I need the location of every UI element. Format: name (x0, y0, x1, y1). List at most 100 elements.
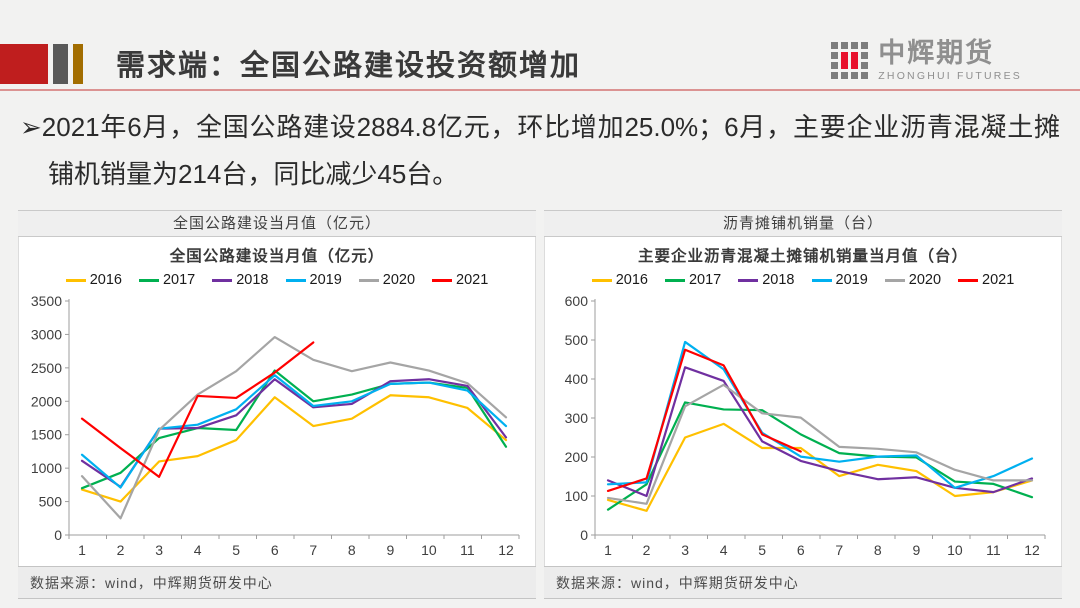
company-logo: 中辉期货 ZHONGHUI FUTURES (831, 40, 1022, 82)
legend-swatch-icon (738, 278, 759, 282)
svg-text:8: 8 (874, 542, 882, 558)
legend-swatch-icon (432, 278, 453, 282)
legend-item-2019: 2019 (811, 272, 868, 288)
bullet-arrow-icon: ➢ (20, 112, 42, 142)
svg-text:600: 600 (565, 293, 589, 309)
svg-text:2: 2 (643, 542, 651, 558)
panel-body-highway: 全国公路建设当月值（亿元） 2016 2017 2018 2019 2020 2021 0… (18, 237, 536, 566)
svg-text:8: 8 (348, 542, 356, 558)
legend-item-2016: 2016 (65, 272, 122, 288)
legend-item-2020: 2020 (884, 272, 942, 288)
panel-header-highway: 全国公路建设当月值（亿元） (18, 210, 536, 237)
svg-text:5: 5 (758, 542, 766, 558)
svg-text:2: 2 (117, 542, 125, 558)
legend-item-2020: 2020 (358, 272, 416, 288)
slide-header: 需求端：全国公路建设投资额增加 中辉期货 ZHONGHUI FUTURES (0, 0, 1080, 91)
panel-header-paver: 沥青摊铺机销量（台） (544, 210, 1062, 237)
legend-label: 2020 (382, 272, 416, 288)
logo-text: 中辉期货 ZHONGHUI FUTURES (878, 40, 1022, 82)
legend-item-2021: 2021 (432, 272, 488, 288)
decor-bar-gray (53, 44, 68, 84)
legend-swatch-icon (664, 278, 685, 282)
svg-text:5: 5 (232, 542, 240, 558)
svg-text:100: 100 (565, 488, 589, 504)
svg-text:3000: 3000 (31, 326, 62, 342)
legend-swatch-icon (65, 278, 86, 282)
legend-swatch-icon (212, 278, 233, 282)
chart-legend-paver: 2016 2017 2018 2019 2020 2021 (545, 269, 1061, 291)
svg-text:500: 500 (39, 494, 63, 510)
legend-item-2018: 2018 (738, 272, 795, 288)
svg-text:0: 0 (54, 527, 62, 543)
chart-title-paver: 主要企业沥青混凝土摊铺机销量当月值（台） (637, 248, 968, 265)
legend-label: 2019 (835, 272, 868, 288)
legend-item-2019: 2019 (285, 272, 342, 288)
svg-text:1500: 1500 (31, 427, 62, 443)
svg-text:0: 0 (580, 527, 588, 543)
svg-text:11: 11 (986, 542, 1001, 558)
svg-text:7: 7 (309, 542, 317, 558)
summary-bullet: ➢2021年6月，全国公路建设2884.8亿元，环比增加25.0%；6月，主要企… (20, 104, 1060, 198)
legend-swatch-icon (958, 278, 979, 282)
legend-label: 2020 (908, 272, 942, 288)
svg-text:1000: 1000 (31, 460, 62, 476)
svg-text:300: 300 (565, 410, 589, 426)
panel-highway-investment: 全国公路建设当月值（亿元） 全国公路建设当月值（亿元） 2016 2017 2018… (18, 210, 536, 599)
svg-text:2000: 2000 (31, 393, 62, 409)
svg-text:4: 4 (720, 542, 728, 558)
svg-text:6: 6 (797, 542, 805, 558)
svg-text:9: 9 (386, 542, 394, 558)
svg-text:9: 9 (912, 542, 920, 558)
legend-label: 2019 (309, 272, 342, 288)
bullet-text: 2021年6月，全国公路建设2884.8亿元，环比增加25.0%；6月，主要企业… (41, 112, 1060, 189)
decor-bar-gold (73, 44, 83, 84)
legend-swatch-icon (884, 278, 905, 282)
legend-swatch-icon (358, 278, 379, 282)
svg-text:7: 7 (835, 542, 843, 558)
legend-swatch-icon (591, 278, 612, 282)
svg-text:3: 3 (155, 542, 163, 558)
header-divider (0, 89, 1080, 91)
panel-paver-sales: 沥青摊铺机销量（台） 主要企业沥青混凝土摊铺机销量当月值（台） 2016 2017… (544, 210, 1062, 599)
svg-text:2500: 2500 (31, 360, 62, 376)
svg-text:12: 12 (1024, 542, 1040, 558)
legend-swatch-icon (138, 278, 159, 282)
legend-label: 2016 (615, 272, 648, 288)
svg-text:4: 4 (194, 542, 202, 558)
svg-text:11: 11 (460, 542, 475, 558)
decor-bar-red (0, 44, 48, 84)
charts-row: 全国公路建设当月值（亿元） 全国公路建设当月值（亿元） 2016 2017 2018… (18, 210, 1062, 599)
legend-label: 2018 (236, 272, 269, 288)
legend-item-2016: 2016 (591, 272, 648, 288)
legend-label: 2017 (688, 272, 722, 288)
svg-text:10: 10 (947, 542, 963, 558)
legend-label: 2017 (162, 272, 196, 288)
chart-legend-highway: 2016 2017 2018 2019 2020 2021 (19, 269, 535, 291)
legend-label: 2021 (982, 272, 1015, 288)
svg-text:200: 200 (565, 449, 589, 465)
legend-label: 2018 (762, 272, 795, 288)
page-title: 需求端：全国公路建设投资额增加 (116, 50, 582, 82)
svg-text:6: 6 (271, 542, 279, 558)
svg-text:1: 1 (78, 542, 86, 558)
legend-swatch-icon (285, 278, 306, 282)
svg-text:500: 500 (565, 332, 589, 348)
logo-name-cn: 中辉期货 (878, 38, 995, 68)
logo-grid-icon (831, 42, 869, 80)
legend-item-2018: 2018 (212, 272, 269, 288)
svg-text:400: 400 (565, 371, 589, 387)
legend-label: 2021 (456, 272, 489, 288)
panel-body-paver: 主要企业沥青混凝土摊铺机销量当月值（台） 2016 2017 2018 2019 202… (544, 237, 1062, 566)
svg-text:1: 1 (604, 542, 612, 558)
chart-title-highway: 全国公路建设当月值（亿元） (169, 248, 385, 265)
legend-item-2021: 2021 (958, 272, 1014, 288)
svg-text:10: 10 (421, 542, 437, 558)
svg-text:3500: 3500 (31, 293, 62, 309)
svg-text:3: 3 (681, 542, 689, 558)
legend-item-2017: 2017 (664, 272, 722, 288)
svg-text:12: 12 (498, 542, 514, 558)
chart-wrap-paver: 0 100 200 300 400 500 600 1 2 3 4 5 6 7 8 9 10 11 12 (545, 291, 1061, 566)
source-note-left: 数据来源：wind，中辉期货研发中心 (18, 566, 536, 599)
